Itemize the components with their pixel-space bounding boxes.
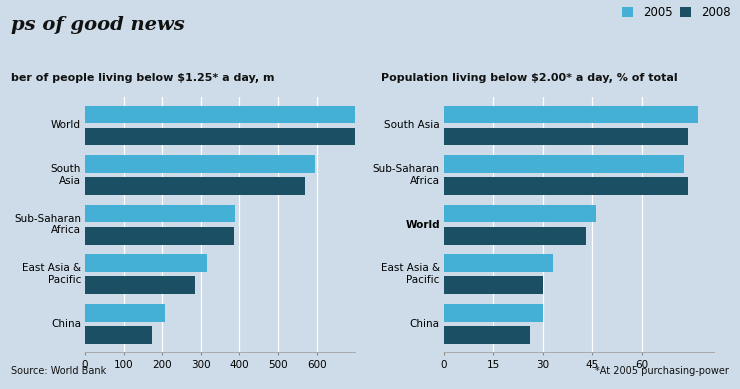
Bar bbox=[444, 304, 543, 322]
Bar bbox=[85, 128, 576, 145]
Text: ber of people living below $1.25* a day, m: ber of people living below $1.25* a day,… bbox=[11, 73, 275, 83]
Bar bbox=[444, 128, 687, 145]
Bar bbox=[85, 105, 619, 123]
Bar bbox=[85, 227, 234, 245]
Text: 1,274: 1,274 bbox=[0, 388, 1, 389]
Bar bbox=[444, 254, 553, 272]
Bar bbox=[85, 326, 152, 344]
Bar bbox=[85, 205, 235, 223]
Bar bbox=[444, 177, 687, 195]
Text: *At 2005 purchasing-power: *At 2005 purchasing-power bbox=[595, 366, 729, 377]
Bar bbox=[85, 304, 165, 322]
Bar bbox=[444, 155, 684, 173]
Bar bbox=[85, 254, 207, 272]
Bar bbox=[444, 227, 585, 245]
Text: Population living below $2.00* a day, % of total: Population living below $2.00* a day, % … bbox=[381, 73, 678, 83]
Bar bbox=[444, 205, 596, 223]
Bar bbox=[85, 177, 306, 195]
Bar bbox=[85, 155, 315, 173]
Text: ps of good news: ps of good news bbox=[11, 16, 185, 33]
Bar bbox=[444, 326, 530, 344]
Bar bbox=[444, 277, 543, 294]
Text: Source: World Bank: Source: World Bank bbox=[11, 366, 107, 377]
Bar bbox=[444, 105, 698, 123]
Legend: 2005, 2008: 2005, 2008 bbox=[622, 6, 730, 19]
Text: 1,385: 1,385 bbox=[0, 388, 1, 389]
Bar bbox=[85, 277, 195, 294]
